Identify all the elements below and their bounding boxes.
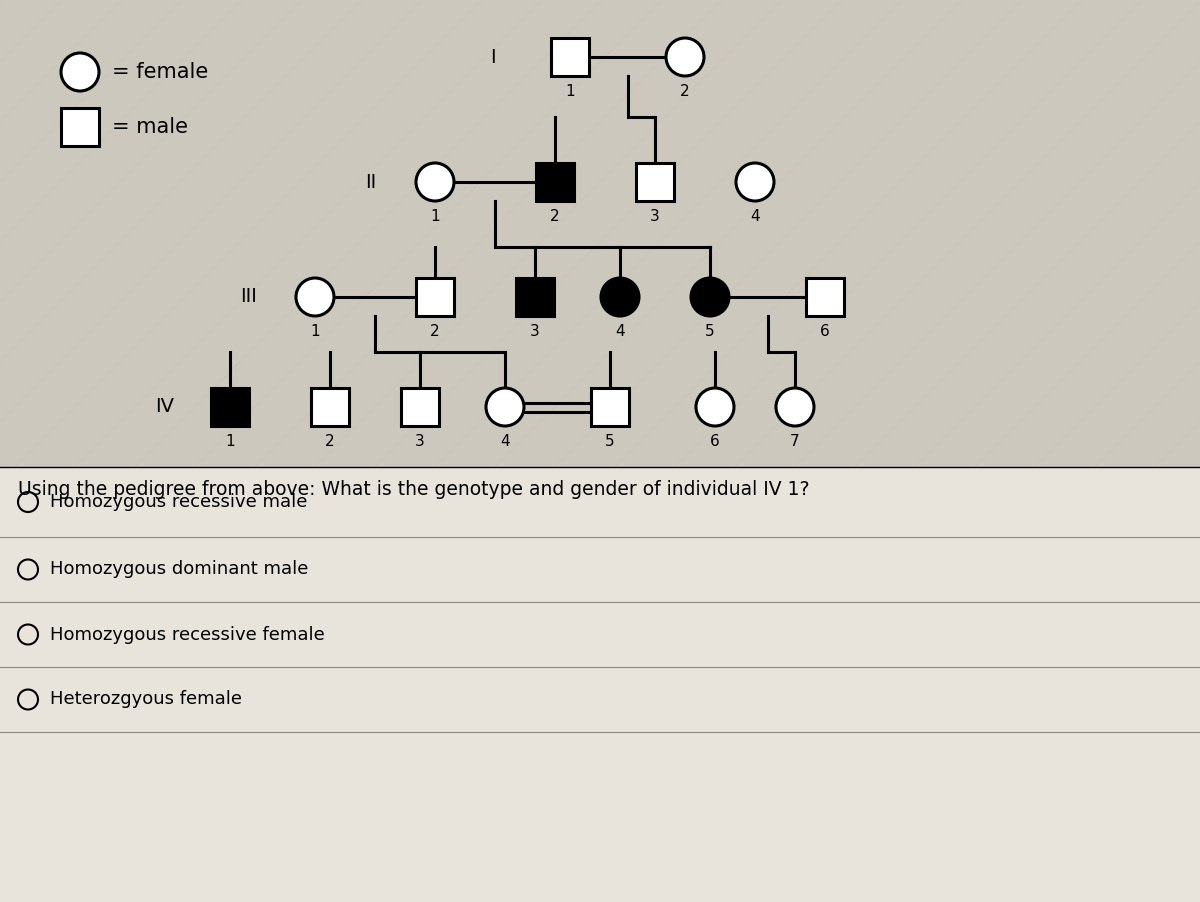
Text: Heterozgyous female: Heterozgyous female bbox=[50, 691, 242, 708]
Text: 5: 5 bbox=[706, 324, 715, 339]
Circle shape bbox=[601, 278, 640, 316]
Circle shape bbox=[776, 388, 814, 426]
Bar bbox=[211, 388, 250, 426]
Text: 1: 1 bbox=[430, 209, 440, 224]
Text: 3: 3 bbox=[530, 324, 540, 339]
Circle shape bbox=[61, 53, 98, 91]
Circle shape bbox=[736, 163, 774, 201]
Text: Homozygous recessive female: Homozygous recessive female bbox=[50, 625, 325, 643]
Text: 6: 6 bbox=[820, 324, 830, 339]
Text: 1: 1 bbox=[310, 324, 320, 339]
Text: 4: 4 bbox=[500, 434, 510, 449]
Circle shape bbox=[416, 163, 454, 201]
Text: 2: 2 bbox=[680, 84, 690, 99]
Text: 7: 7 bbox=[790, 434, 800, 449]
Text: 1: 1 bbox=[565, 84, 575, 99]
Text: III: III bbox=[240, 288, 257, 307]
Bar bbox=[0, 467, 1200, 902]
Text: 3: 3 bbox=[415, 434, 425, 449]
Text: 2: 2 bbox=[325, 434, 335, 449]
Circle shape bbox=[691, 278, 730, 316]
Bar bbox=[536, 163, 574, 201]
Text: = male: = male bbox=[112, 117, 188, 137]
Circle shape bbox=[666, 38, 704, 76]
Text: 5: 5 bbox=[605, 434, 614, 449]
Text: Homozygous recessive male: Homozygous recessive male bbox=[50, 493, 307, 511]
Text: 4: 4 bbox=[616, 324, 625, 339]
Text: Homozygous dominant male: Homozygous dominant male bbox=[50, 560, 308, 578]
Text: 6: 6 bbox=[710, 434, 720, 449]
Bar bbox=[516, 278, 554, 316]
Bar bbox=[401, 388, 439, 426]
Circle shape bbox=[696, 388, 734, 426]
Text: Using the pedigree from above: What is the genotype and gender of individual IV : Using the pedigree from above: What is t… bbox=[18, 480, 810, 499]
Text: IV: IV bbox=[155, 398, 174, 417]
Text: II: II bbox=[365, 172, 377, 191]
Bar bbox=[311, 388, 349, 426]
Bar bbox=[61, 108, 98, 146]
Bar bbox=[551, 38, 589, 76]
Text: I: I bbox=[490, 48, 496, 67]
Text: 1: 1 bbox=[226, 434, 235, 449]
Text: = female: = female bbox=[112, 62, 209, 82]
Circle shape bbox=[486, 388, 524, 426]
Bar bbox=[416, 278, 454, 316]
Text: 4: 4 bbox=[750, 209, 760, 224]
Text: 2: 2 bbox=[430, 324, 440, 339]
Bar bbox=[590, 388, 629, 426]
Bar bbox=[806, 278, 844, 316]
Circle shape bbox=[296, 278, 334, 316]
Text: 3: 3 bbox=[650, 209, 660, 224]
Bar bbox=[636, 163, 674, 201]
Text: 2: 2 bbox=[550, 209, 560, 224]
